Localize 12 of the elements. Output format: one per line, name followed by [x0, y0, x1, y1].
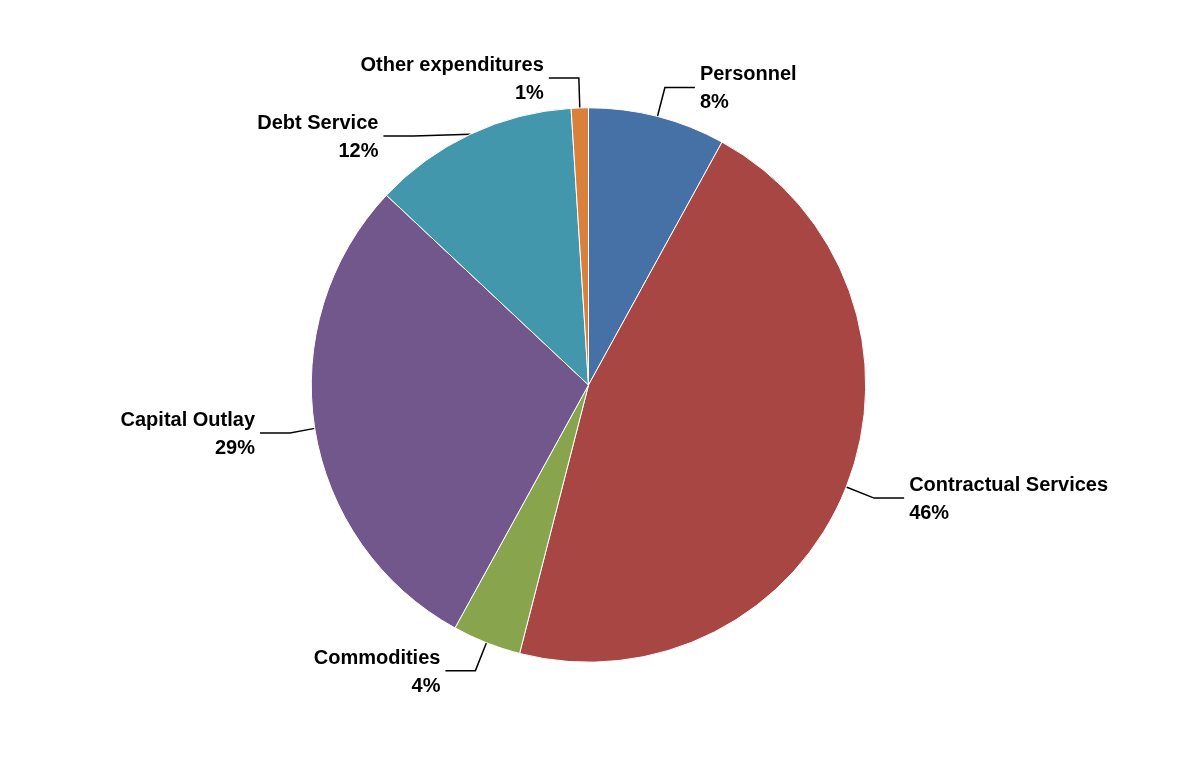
data-label: 46%: [909, 501, 950, 524]
data-label: 29%: [215, 436, 256, 459]
data-label: 4%: [411, 673, 441, 696]
slice-label: Other expenditures: [360, 52, 544, 75]
slice-label: Capital Outlay: [120, 408, 256, 431]
slice-label: Personnel: [699, 62, 797, 85]
slice-label: Commodities: [313, 645, 441, 668]
data-label: 8%: [699, 90, 730, 113]
data-label: 1%: [514, 80, 545, 103]
slice-label: Debt Service: [257, 110, 379, 133]
slice-label: Contractual Services: [909, 473, 1109, 496]
data-label: 12%: [338, 138, 379, 161]
